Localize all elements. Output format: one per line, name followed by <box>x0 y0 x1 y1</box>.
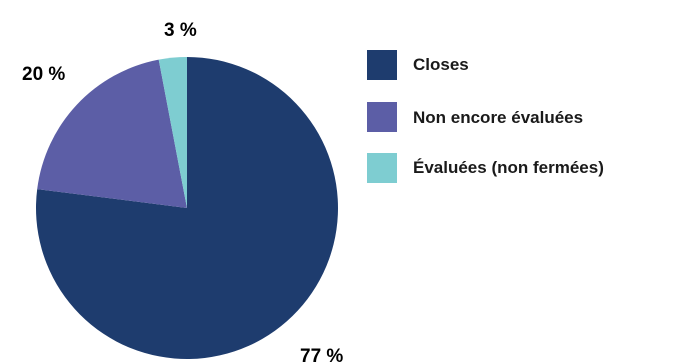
pie-slice-non-encore-evaluees <box>37 59 187 208</box>
slice-label-closes: 77 % <box>300 346 343 364</box>
legend-item-evaluees-non-fermees: Évaluées (non fermées) <box>367 153 604 183</box>
legend-label-non-encore-evaluees: Non encore évaluées <box>413 108 583 127</box>
pie-slice-evaluees-non-fermees <box>158 57 187 208</box>
legend-swatch-non-encore-evaluees <box>367 102 397 132</box>
legend-label-evaluees-non-fermees: Évaluées (non fermées) <box>413 158 604 177</box>
legend-swatch-evaluees-non-fermees <box>367 153 397 183</box>
legend-label-closes: Closes <box>413 55 469 74</box>
slice-label-evaluees-non-fermees: 3 % <box>164 20 197 41</box>
legend-item-non-encore-evaluees: Non encore évaluées <box>367 102 583 132</box>
legend: Closes Non encore évaluées Évaluées (non… <box>367 50 604 183</box>
slice-label-non-encore-evaluees: 20 % <box>22 64 65 85</box>
legend-item-closes: Closes <box>367 50 469 80</box>
legend-swatch-closes <box>367 50 397 80</box>
pie-slices <box>35 57 338 359</box>
pie-slice-closes <box>35 57 338 359</box>
